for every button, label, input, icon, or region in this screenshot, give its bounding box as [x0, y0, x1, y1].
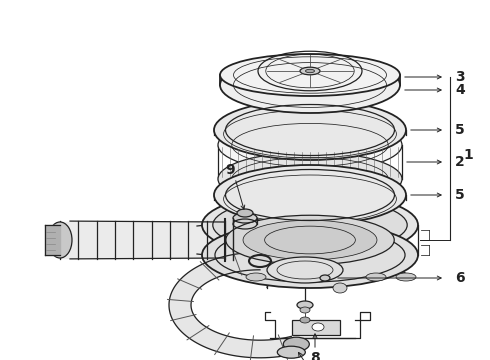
Text: 6: 6 [455, 271, 465, 285]
Ellipse shape [226, 215, 394, 265]
Ellipse shape [220, 57, 400, 113]
Text: 3: 3 [455, 70, 465, 84]
Ellipse shape [300, 307, 310, 313]
Ellipse shape [300, 317, 310, 323]
Ellipse shape [277, 346, 305, 358]
Ellipse shape [243, 220, 377, 260]
Ellipse shape [214, 100, 406, 160]
Ellipse shape [233, 213, 257, 223]
Ellipse shape [214, 165, 406, 225]
Polygon shape [169, 252, 301, 358]
Ellipse shape [267, 257, 343, 283]
Ellipse shape [218, 152, 402, 206]
Ellipse shape [220, 54, 400, 96]
Text: 2: 2 [455, 155, 465, 169]
Ellipse shape [300, 67, 320, 75]
Ellipse shape [297, 301, 313, 309]
Ellipse shape [237, 209, 253, 217]
Ellipse shape [246, 273, 266, 281]
Ellipse shape [218, 118, 402, 172]
FancyBboxPatch shape [292, 320, 340, 335]
Ellipse shape [202, 192, 418, 258]
Ellipse shape [213, 197, 407, 253]
Ellipse shape [366, 273, 386, 281]
Text: 5: 5 [455, 188, 465, 202]
Ellipse shape [396, 273, 416, 281]
Text: 8: 8 [310, 351, 320, 360]
Ellipse shape [312, 323, 324, 331]
Text: 1: 1 [463, 148, 473, 162]
Ellipse shape [202, 222, 418, 288]
Text: 9: 9 [225, 163, 235, 177]
Ellipse shape [305, 69, 315, 73]
Ellipse shape [320, 275, 330, 281]
Ellipse shape [333, 283, 347, 293]
Ellipse shape [48, 222, 72, 258]
Ellipse shape [283, 337, 309, 351]
Text: 4: 4 [455, 83, 465, 97]
Text: 5: 5 [455, 123, 465, 137]
